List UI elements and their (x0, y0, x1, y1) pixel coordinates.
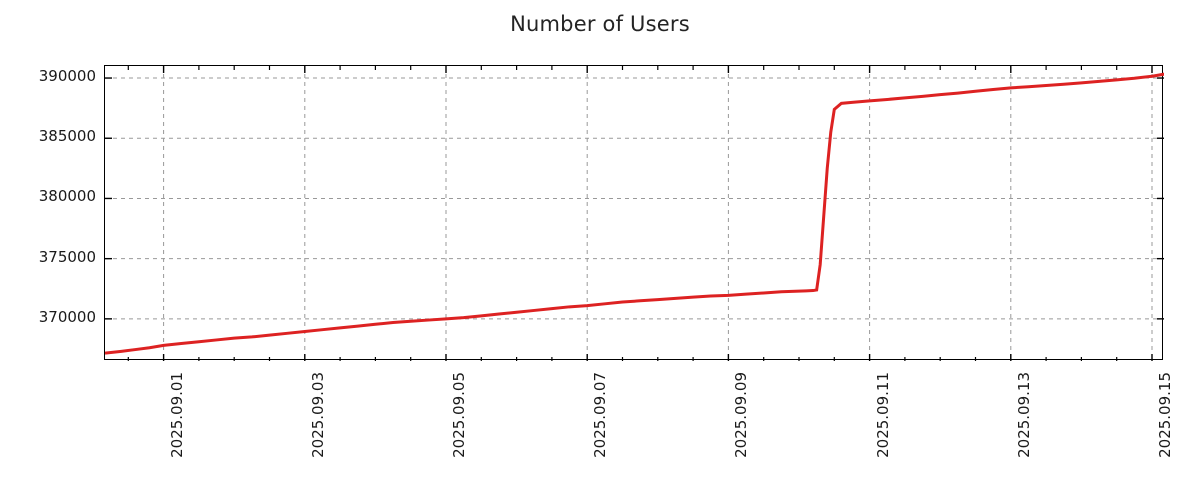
data-line-number-of-users (105, 73, 1164, 353)
x-axis-tick-label: 2025.09.03 (308, 372, 327, 458)
x-axis-tick-label: 2025.09.07 (591, 372, 610, 458)
chart-title: Number of Users (510, 12, 690, 36)
x-axis-tick-label: 2025.09.05 (449, 372, 468, 458)
grid-lines (105, 66, 1164, 361)
y-axis-tick-label: 380000 (38, 187, 96, 206)
plot-area (104, 65, 1164, 361)
y-axis-tick-label: 390000 (38, 67, 96, 86)
x-axis-tick-label: 2025.09.11 (873, 372, 892, 458)
x-axis-tick-label: 2025.09.01 (167, 372, 186, 458)
y-axis-tick-label: 375000 (38, 247, 96, 266)
data-series-lines (105, 73, 1164, 353)
x-axis-tick-label: 2025.09.15 (1155, 372, 1174, 458)
x-axis-tick-label: 2025.09.09 (732, 372, 751, 458)
plot-svg (105, 66, 1164, 361)
y-axis-tick-label: 370000 (38, 307, 96, 326)
y-axis-tick-label: 385000 (38, 127, 96, 146)
y-axis-tick-labels: 370000 375000 380000 385000 390000 (0, 0, 96, 500)
x-axis-tick-label: 2025.09.13 (1014, 372, 1033, 458)
axis-tick-marks (105, 66, 1164, 361)
